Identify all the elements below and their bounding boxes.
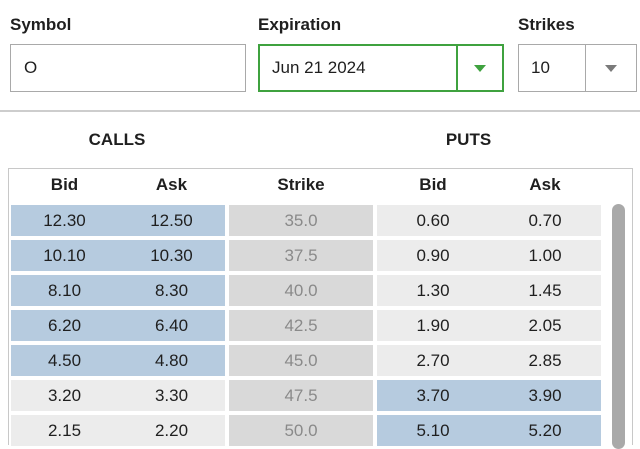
call-bid-cell[interactable]: 10.10 <box>43 246 86 265</box>
put-ask-cell[interactable]: 2.85 <box>528 351 562 370</box>
strike-cell: 50.0 <box>229 415 373 446</box>
put-bid-cell[interactable]: 0.90 <box>416 246 450 265</box>
puts-ask-header: Ask <box>529 175 561 194</box>
calls-header-group: Bid Ask <box>11 169 225 201</box>
put-ask-cell[interactable]: 5.20 <box>528 421 562 440</box>
calls-section-title: CALLS <box>88 130 146 149</box>
expiration-dropdown[interactable]: Jun 21 2024 <box>258 44 504 92</box>
call-bid-cell[interactable]: 3.20 <box>47 386 82 405</box>
put-ask-cell[interactable]: 0.70 <box>528 211 562 230</box>
put-bid-cell[interactable]: 3.70 <box>416 386 450 405</box>
expiration-dropdown-button[interactable] <box>456 46 502 90</box>
calls-bid-header: Bid <box>50 175 79 194</box>
put-bid-cell[interactable]: 1.90 <box>416 316 450 335</box>
table-row: 2.15 2.20 50.0 5.10 5.20 <box>9 415 632 446</box>
strike-cell: 47.5 <box>229 380 373 411</box>
call-ask-cell[interactable]: 4.80 <box>154 351 189 370</box>
put-bid-cell[interactable]: 2.70 <box>416 351 450 370</box>
put-ask-cell[interactable]: 3.90 <box>528 386 562 405</box>
table-row: 10.10 10.30 37.5 0.90 1.00 <box>9 240 632 271</box>
expiration-value: Jun 21 2024 <box>272 58 366 77</box>
call-ask-cell[interactable]: 12.50 <box>150 211 193 230</box>
call-bid-cell[interactable]: 12.30 <box>43 211 86 230</box>
table-header-row: Bid Ask Strike Bid Ask <box>9 169 632 201</box>
puts-cell-group[interactable]: 5.10 5.20 <box>377 415 601 446</box>
strike-cell: 35.0 <box>229 205 373 236</box>
strike-header: Strike <box>277 175 325 194</box>
puts-cell-group[interactable]: 2.70 2.85 <box>377 345 601 376</box>
calls-cell-group[interactable]: 10.10 10.30 <box>11 240 225 271</box>
strike-cell: 40.0 <box>229 275 373 306</box>
call-bid-cell[interactable]: 2.15 <box>47 421 82 440</box>
symbol-input[interactable] <box>11 45 245 91</box>
strike-cell: 45.0 <box>229 345 373 376</box>
strikes-value: 10 <box>531 58 550 77</box>
put-bid-cell[interactable]: 1.30 <box>416 281 450 300</box>
side-headers: CALLS PUTS <box>8 130 633 152</box>
call-bid-cell[interactable]: 6.20 <box>47 316 82 335</box>
puts-header-group: Bid Ask <box>377 169 601 201</box>
call-bid-cell[interactable]: 4.50 <box>47 351 82 370</box>
symbol-label: Symbol <box>10 15 72 34</box>
table-row: 12.30 12.50 35.0 0.60 0.70 <box>9 205 632 236</box>
table-row: 3.20 3.30 47.5 3.70 3.90 <box>9 380 632 411</box>
put-ask-cell[interactable]: 1.45 <box>528 281 562 300</box>
chevron-down-icon <box>474 64 486 72</box>
call-ask-cell[interactable]: 10.30 <box>150 246 193 265</box>
puts-cell-group[interactable]: 1.90 2.05 <box>377 310 601 341</box>
call-ask-cell[interactable]: 8.30 <box>154 281 189 300</box>
puts-bid-header: Bid <box>419 175 447 194</box>
strike-cell: 42.5 <box>229 310 373 341</box>
section-divider <box>0 110 640 112</box>
puts-cell-group[interactable]: 0.90 1.00 <box>377 240 601 271</box>
table-row: 8.10 8.30 40.0 1.30 1.45 <box>9 275 632 306</box>
calls-ask-header: Ask <box>155 175 188 194</box>
calls-cell-group[interactable]: 3.20 3.30 <box>11 380 225 411</box>
call-ask-cell[interactable]: 3.30 <box>154 386 189 405</box>
put-bid-cell[interactable]: 5.10 <box>416 421 450 440</box>
symbol-field[interactable] <box>10 44 246 92</box>
call-bid-cell[interactable]: 8.10 <box>47 281 82 300</box>
table-row: 6.20 6.40 42.5 1.90 2.05 <box>9 310 632 341</box>
put-ask-cell[interactable]: 1.00 <box>528 246 562 265</box>
puts-cell-group[interactable]: 0.60 0.70 <box>377 205 601 236</box>
strike-cell: 37.5 <box>229 240 373 271</box>
chevron-down-icon <box>605 64 617 72</box>
calls-cell-group[interactable]: 8.10 8.30 <box>11 275 225 306</box>
puts-cell-group[interactable]: 3.70 3.90 <box>377 380 601 411</box>
puts-cell-group[interactable]: 1.30 1.45 <box>377 275 601 306</box>
calls-cell-group[interactable]: 6.20 6.40 <box>11 310 225 341</box>
call-ask-cell[interactable]: 6.40 <box>154 316 189 335</box>
call-ask-cell[interactable]: 2.20 <box>154 421 189 440</box>
vertical-scrollbar-thumb[interactable] <box>612 204 625 449</box>
calls-cell-group[interactable]: 4.50 4.80 <box>11 345 225 376</box>
put-ask-cell[interactable]: 2.05 <box>528 316 562 335</box>
calls-cell-group[interactable]: 2.15 2.20 <box>11 415 225 446</box>
puts-section-title: PUTS <box>445 130 492 149</box>
table-row: 4.50 4.80 45.0 2.70 2.85 <box>9 345 632 376</box>
strikes-dropdown-button[interactable] <box>585 45 636 91</box>
put-bid-cell[interactable]: 0.60 <box>416 211 450 230</box>
calls-cell-group[interactable]: 12.30 12.50 <box>11 205 225 236</box>
expiration-label: Expiration <box>258 15 342 34</box>
options-chain-table: Bid Ask Strike Bid Ask 12.30 12.50 35.0 … <box>8 168 633 449</box>
strikes-label: Strikes <box>518 15 575 34</box>
strikes-dropdown[interactable]: 10 <box>518 44 637 92</box>
